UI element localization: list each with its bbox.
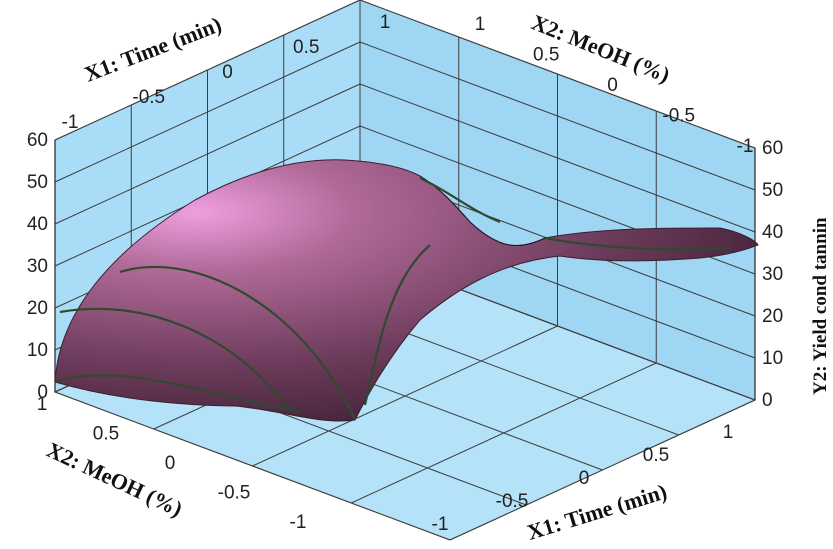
x1-top-tick-3: 0.5 [293, 37, 319, 58]
x2-top-tick-1: -0.5 [662, 106, 695, 127]
z-tick-left-6: 60 [27, 130, 48, 151]
grid-x2-floor-2 [252, 325, 558, 467]
contour-line-20 [59, 307, 291, 411]
contour-line-30 [119, 265, 356, 421]
x2-bottom-tick-4: 1 [37, 394, 48, 415]
z-tick-right-6: 60 [762, 138, 783, 159]
grid-x2-floor-1 [351, 362, 657, 504]
x1-top-tick-1: -0.5 [132, 87, 165, 108]
contour-line-40-top [419, 177, 501, 224]
bottom-x2-axis-title: X2: MeOH (%) [43, 437, 186, 522]
x1-top-tick-0: -1 [62, 112, 79, 133]
contour-lines [54, 177, 731, 421]
x2-top-tick-4: 1 [475, 14, 486, 35]
x1-bottom-tick-2: 0 [579, 468, 590, 489]
surface-ridge [419, 175, 546, 247]
contour-line-40-far [544, 236, 731, 251]
x2-top-tick-2: 0 [607, 75, 618, 96]
z-tick-right-2: 20 [762, 306, 783, 327]
response-surface [54, 159, 759, 422]
x2-top-tick-3: 0.5 [533, 45, 559, 66]
x2-bottom-tick-2: 0 [165, 453, 176, 474]
z-tick-left-4: 40 [27, 214, 48, 235]
x2-bottom-tick-0: -1 [290, 512, 307, 533]
z-tick-left-0: 0 [37, 382, 48, 403]
z-tick-right-1: 10 [762, 348, 783, 369]
z-tick-left-1: 10 [27, 340, 48, 361]
z-tick-right-5: 50 [762, 180, 783, 201]
z-tick-left-5: 50 [27, 172, 48, 193]
contour-line-40-right [363, 244, 431, 406]
grid-x2-floor-0 [449, 399, 756, 541]
x2-bottom-tick-1: -0.5 [218, 483, 251, 504]
z-tick-right-0: 0 [762, 390, 773, 411]
x2-top-tick-0: -1 [737, 136, 754, 157]
x1-bottom-tick-1: -0.5 [496, 491, 529, 512]
x1-top-tick-4: 1 [380, 12, 391, 33]
x1-top-tick-2: 0 [222, 62, 233, 83]
z-tick-left-3: 30 [27, 256, 48, 277]
x1-bottom-tick-4: 1 [723, 422, 734, 443]
z-tick-right-4: 40 [762, 222, 783, 243]
x2-bottom-tick-3: 0.5 [93, 424, 119, 445]
x1-bottom-tick-0: -1 [432, 514, 449, 535]
z-axis-title: Y2: Yield cond tannin [810, 217, 831, 395]
contour-line-10 [54, 374, 301, 414]
x1-bottom-tick-3: 0.5 [643, 445, 669, 466]
z-tick-left-2: 20 [27, 298, 48, 319]
z-tick-right-3: 30 [762, 264, 783, 285]
front-edges [54, 140, 756, 400]
